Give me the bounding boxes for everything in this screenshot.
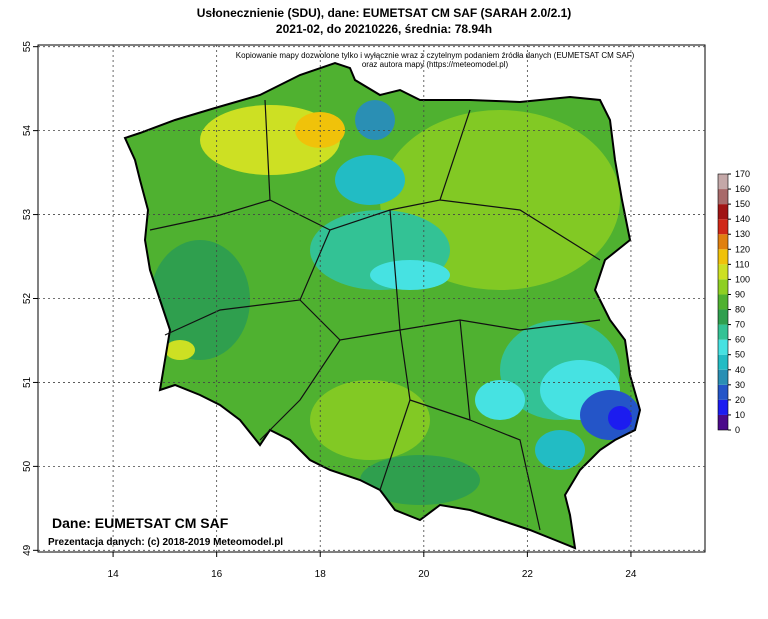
colorbar-segment: [718, 174, 728, 190]
y-tick-label: 51: [22, 376, 33, 388]
x-tick-label: 16: [211, 569, 223, 580]
voivodeship-borders: [149, 99, 601, 531]
colorbar-label: 20: [735, 395, 745, 405]
notice-line: Kopiowanie mapy dozwolone tylko i wyłącz…: [236, 51, 635, 60]
colorbar-segment: [718, 204, 728, 220]
colorbar-label: 170: [735, 169, 750, 179]
colorbar-segment: [718, 279, 728, 295]
colorbar-segment: [718, 414, 728, 430]
colorbar-label: 130: [735, 229, 750, 239]
colorbar-segment: [718, 219, 728, 235]
colorbar-label: 140: [735, 214, 750, 224]
title: Usłonecznienie (SDU), dane: EUMETSAT CM …: [197, 6, 572, 20]
x-tick-label: 14: [108, 569, 120, 580]
colorbar-segment: [718, 264, 728, 280]
x-tick-label: 22: [522, 569, 534, 580]
colorbar-label: 160: [735, 184, 750, 194]
country-border: [123, 61, 642, 550]
colorbar-segment: [718, 369, 728, 385]
colorbar-label: 90: [735, 289, 745, 299]
colorbar-label: 30: [735, 380, 745, 390]
colorbar-segment: [718, 399, 728, 415]
colorbar-label: 150: [735, 199, 750, 209]
y-tick-label: 49: [22, 544, 33, 556]
colorbar-label: 120: [735, 244, 750, 254]
colorbar-label: 100: [735, 274, 750, 284]
colorbar-label: 80: [735, 305, 745, 315]
colorbar-segment: [718, 234, 728, 250]
colorbar-segment: [718, 309, 728, 325]
colorbar-label: 60: [735, 335, 745, 345]
colorbar: 0 10 20 30 40 50 60 70 80 90 100 110 120 130 140 150 160…: [717, 169, 750, 435]
colorbar-segment: [718, 189, 728, 205]
y-tick-label: 50: [22, 460, 33, 472]
x-tick-label: 18: [315, 569, 327, 580]
x-tick-label: 24: [625, 569, 637, 580]
colorbar-segment: [718, 384, 728, 400]
y-tick-label: 52: [22, 293, 33, 305]
colorbar-label: 110: [735, 259, 749, 269]
colorbar-label: 40: [735, 365, 745, 375]
axes: 14 16 18 20 22 24 49 50 51 52 53 54 55: [22, 41, 705, 580]
notice-line: oraz autora mapy (https://meteomodel.pl): [362, 60, 509, 69]
colorbar-segment: [718, 294, 728, 310]
y-tick-label: 53: [22, 209, 33, 221]
colorbar-segment: [718, 324, 728, 340]
colorbar-label: 70: [735, 320, 745, 330]
y-tick-label: 55: [22, 41, 33, 53]
y-tick-label: 54: [22, 125, 33, 137]
colorbar-label: 50: [735, 350, 745, 360]
colorbar-segment: [718, 339, 728, 355]
colorbar-label: 0: [735, 425, 740, 435]
x-tick-label: 20: [418, 569, 430, 580]
colorbar-segment: [718, 354, 728, 370]
colorbar-segment: [718, 249, 728, 265]
colorbar-label: 10: [735, 410, 745, 420]
credit-label: Prezentacja danych: (c) 2018-2019 Meteom…: [48, 537, 283, 548]
source-label: Dane: EUMETSAT CM SAF: [52, 515, 229, 531]
colorbar-frame: [717, 173, 729, 431]
subtitle: 2021-02, do 20210226, średnia: 78.94h: [276, 22, 492, 36]
